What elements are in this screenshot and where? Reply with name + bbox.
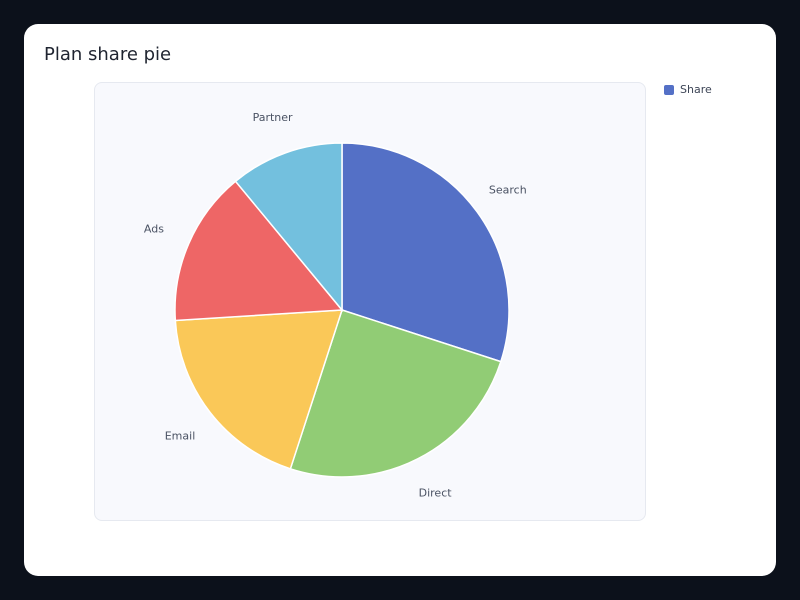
pie-slice-search[interactable] (341, 142, 510, 363)
pie-label-search: Search (489, 184, 527, 197)
legend-swatch (664, 84, 674, 95)
pie-slice-direct[interactable] (289, 309, 502, 478)
chart-card: Plan share pie Search Direct Email Ads Partn… (24, 24, 776, 576)
pie-label-ads: Ads (144, 223, 164, 236)
pie-slices (174, 142, 510, 478)
pie-chart: Search Direct Email Ads Partner (144, 111, 527, 500)
legend-label: Share (680, 83, 712, 96)
pie-slice-ads[interactable] (174, 180, 344, 322)
chart-title: Plan share pie (44, 44, 172, 65)
pie-label-direct: Direct (419, 487, 453, 500)
legend[interactable]: Share (664, 83, 712, 96)
pie-labels: Search Direct Email Ads Partner (144, 111, 527, 500)
pie-label-partner: Partner (253, 111, 293, 124)
pie-slice-partner[interactable] (234, 142, 343, 313)
pie-label-email: Email (165, 430, 196, 443)
pie-slice-email[interactable] (174, 309, 344, 470)
